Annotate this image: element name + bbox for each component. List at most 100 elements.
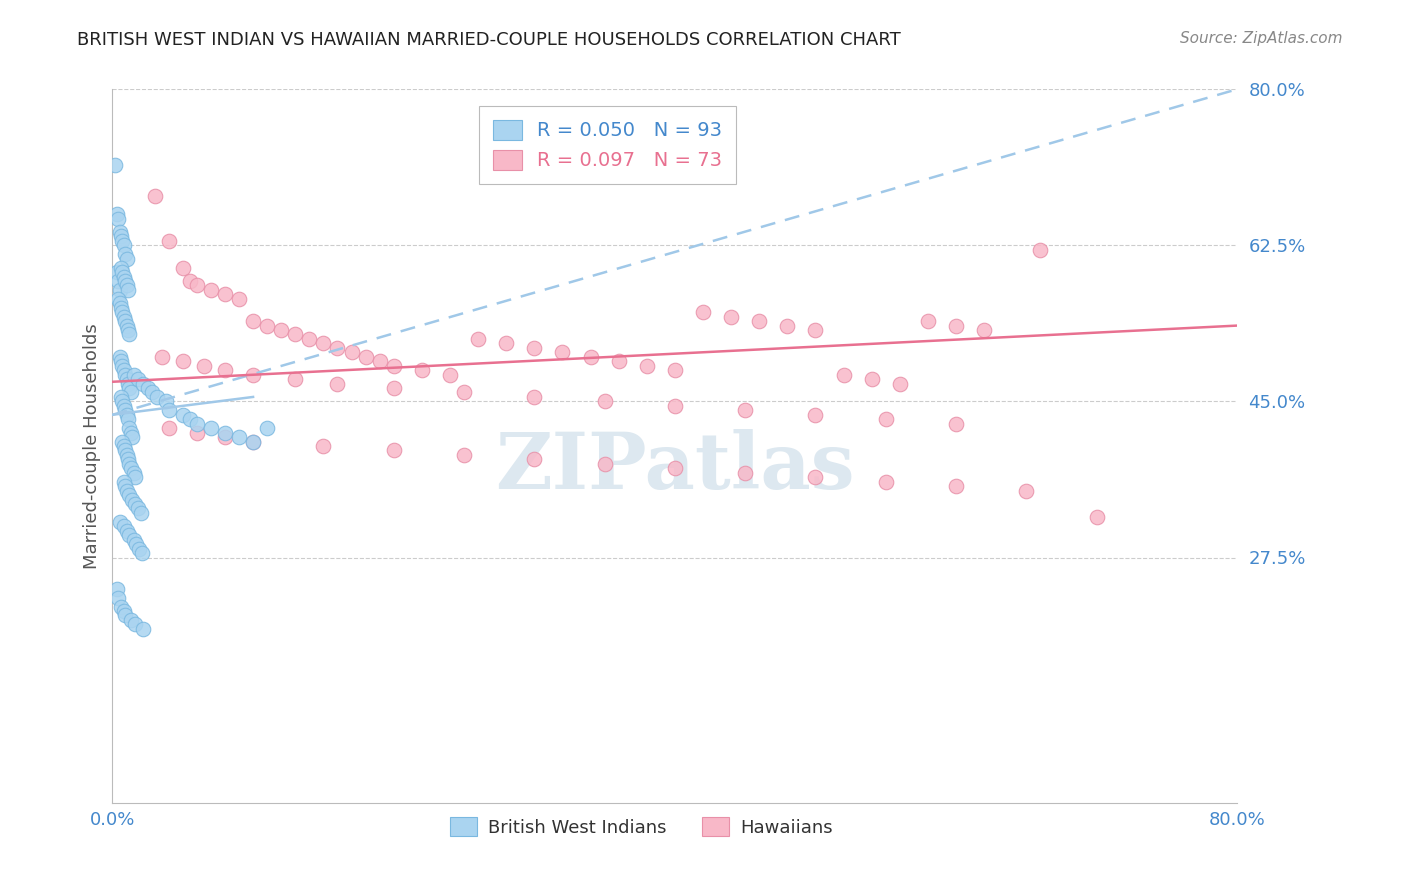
Point <box>115 372 138 386</box>
Point <box>200 283 222 297</box>
Point <box>111 305 134 319</box>
Point <box>453 448 475 462</box>
Point <box>354 350 377 364</box>
Point <box>228 292 250 306</box>
Point <box>112 269 135 284</box>
Point <box>973 323 995 337</box>
Text: BRITISH WEST INDIAN VS HAWAIIAN MARRIED-COUPLE HOUSEHOLDS CORRELATION CHART: BRITISH WEST INDIAN VS HAWAIIAN MARRIED-… <box>77 31 901 49</box>
Point <box>382 443 405 458</box>
Point <box>108 225 131 239</box>
Point <box>110 301 132 315</box>
Point <box>467 332 489 346</box>
Point <box>242 434 264 449</box>
Point <box>270 323 292 337</box>
Point <box>157 234 180 248</box>
Point <box>107 211 129 226</box>
Point <box>186 425 208 440</box>
Point <box>776 318 799 333</box>
Text: ZIPatlas: ZIPatlas <box>495 429 855 506</box>
Point <box>114 479 136 493</box>
Y-axis label: Married-couple Households: Married-couple Households <box>83 323 101 569</box>
Point <box>860 372 883 386</box>
Point <box>117 283 139 297</box>
Point <box>172 408 194 422</box>
Point <box>523 341 546 355</box>
Point <box>110 229 132 244</box>
Point <box>917 314 939 328</box>
Point <box>115 483 138 498</box>
Point <box>111 434 134 449</box>
Point <box>664 461 686 475</box>
Point <box>122 466 145 480</box>
Point <box>734 403 756 417</box>
Point <box>115 318 138 333</box>
Point <box>157 421 180 435</box>
Point <box>115 278 138 293</box>
Point <box>118 421 141 435</box>
Point <box>108 350 131 364</box>
Point <box>118 528 141 542</box>
Point <box>112 363 135 377</box>
Point <box>242 368 264 382</box>
Point <box>368 354 391 368</box>
Point <box>122 533 145 547</box>
Point <box>551 345 574 359</box>
Point <box>832 368 855 382</box>
Point <box>748 314 770 328</box>
Point <box>118 381 141 395</box>
Point <box>120 385 142 400</box>
Point <box>945 417 967 431</box>
Point <box>112 439 135 453</box>
Point <box>607 354 630 368</box>
Point <box>114 274 136 288</box>
Point <box>382 381 405 395</box>
Point <box>664 399 686 413</box>
Point <box>108 296 131 310</box>
Point <box>804 470 827 484</box>
Point <box>110 260 132 275</box>
Point <box>117 323 139 337</box>
Point <box>117 452 139 467</box>
Point <box>150 350 173 364</box>
Point <box>122 368 145 382</box>
Point <box>1015 483 1038 498</box>
Point <box>112 310 135 324</box>
Point <box>242 434 264 449</box>
Point <box>875 412 897 426</box>
Point <box>143 189 166 203</box>
Point <box>720 310 742 324</box>
Point <box>110 354 132 368</box>
Point <box>118 327 141 342</box>
Point <box>155 394 177 409</box>
Point <box>312 336 335 351</box>
Point <box>214 425 236 440</box>
Point <box>284 327 307 342</box>
Legend: British West Indians, Hawaiians: British West Indians, Hawaiians <box>443 810 839 844</box>
Point <box>284 372 307 386</box>
Point <box>124 617 146 632</box>
Point <box>298 332 321 346</box>
Point <box>141 385 163 400</box>
Point <box>875 475 897 489</box>
Point <box>186 417 208 431</box>
Point <box>124 497 146 511</box>
Point <box>110 390 132 404</box>
Point <box>593 457 616 471</box>
Point <box>120 425 142 440</box>
Point <box>115 524 138 538</box>
Point <box>121 430 143 444</box>
Point <box>117 376 139 391</box>
Point <box>945 318 967 333</box>
Point <box>692 305 714 319</box>
Point <box>114 368 136 382</box>
Point <box>157 403 180 417</box>
Point <box>112 475 135 489</box>
Point <box>179 412 201 426</box>
Point <box>114 608 136 623</box>
Point <box>112 519 135 533</box>
Point <box>136 381 159 395</box>
Point <box>636 359 658 373</box>
Point <box>495 336 517 351</box>
Point <box>132 376 155 391</box>
Point <box>114 314 136 328</box>
